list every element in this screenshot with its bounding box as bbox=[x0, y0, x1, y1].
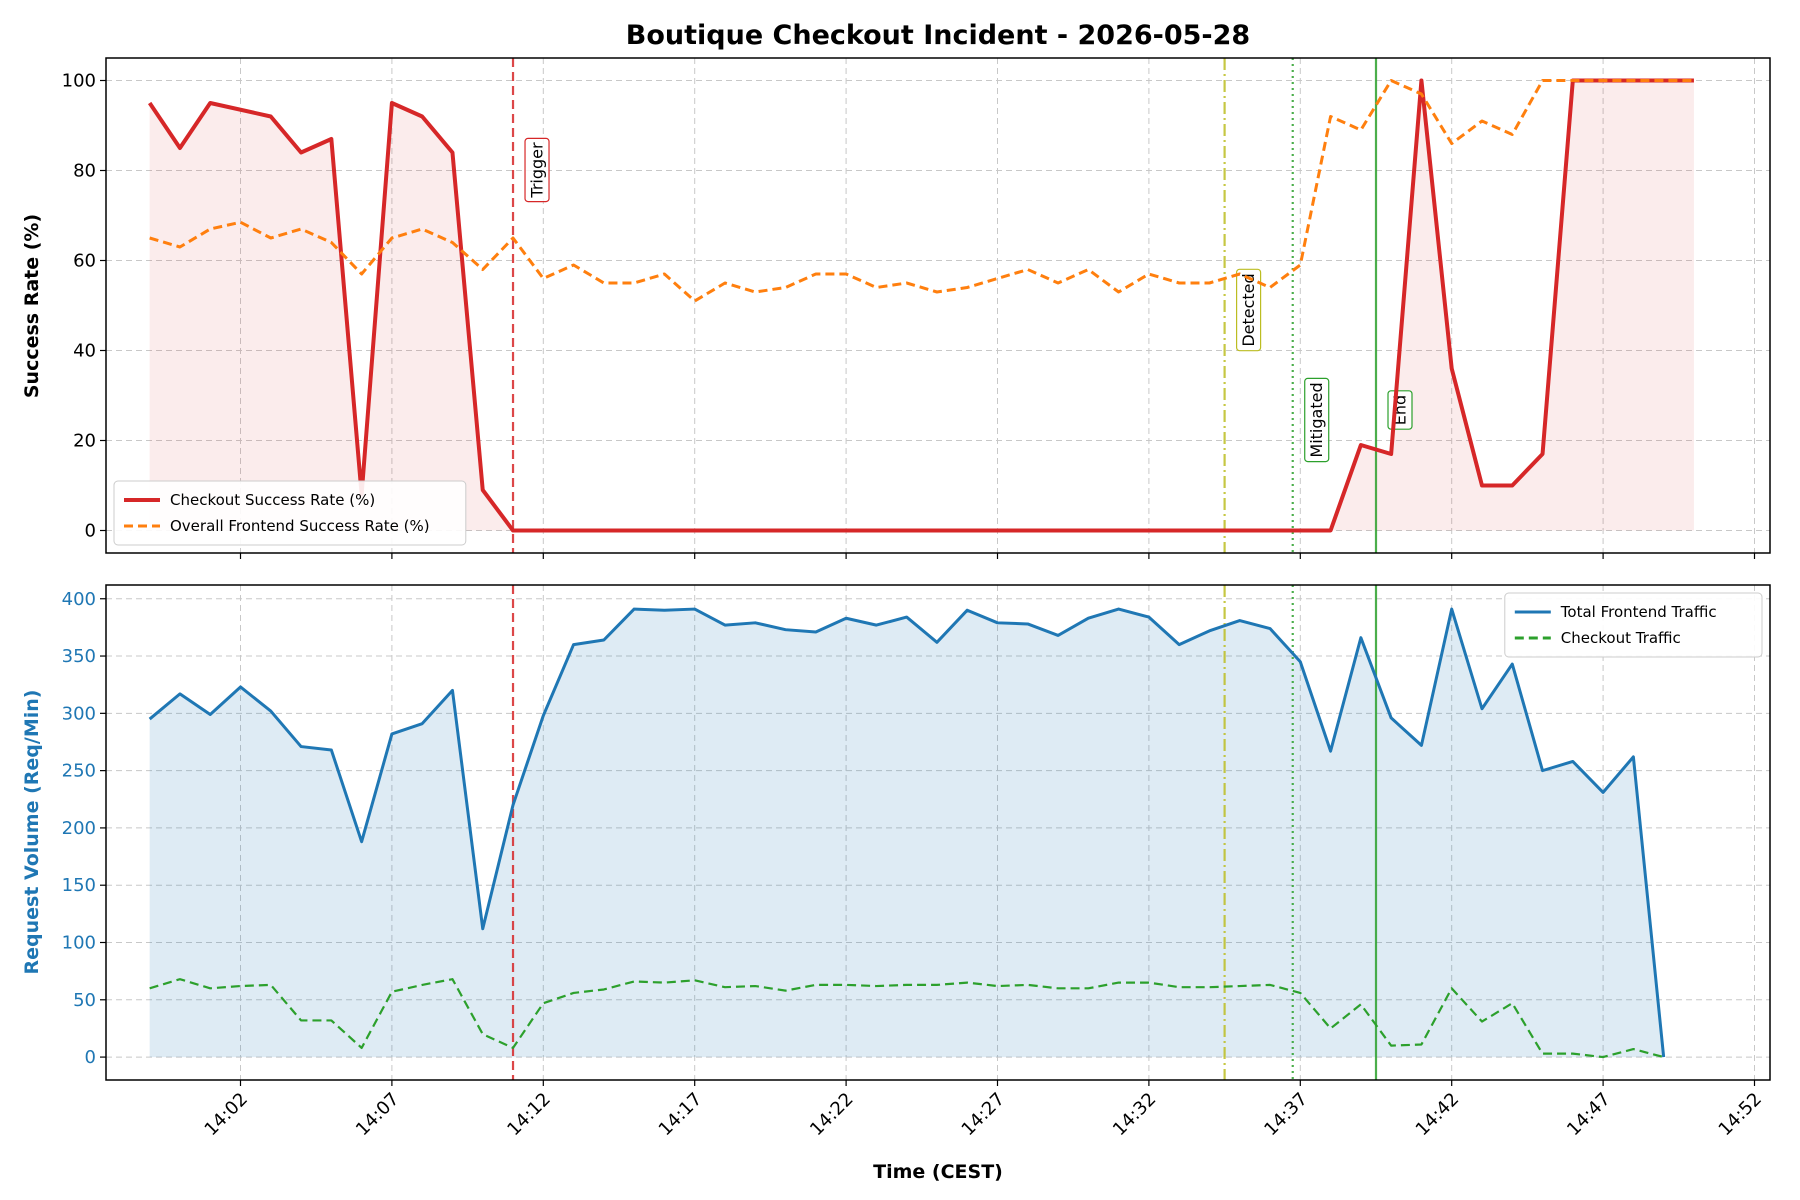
top-markers: Trigger Detected Mitigated End bbox=[511, 58, 1413, 553]
y-tick-label-1: 20 bbox=[73, 431, 96, 452]
y-tick-label-5: 100 bbox=[62, 71, 96, 92]
marker-label-box-0 bbox=[524, 137, 550, 203]
y-tick-label-3: 150 bbox=[62, 875, 96, 896]
bottom-y-ticks: 0 50 100 150 200 250 300 350 400 bbox=[62, 589, 106, 1068]
legend-label-0: Total Frontend Traffic bbox=[1560, 603, 1717, 621]
bottom-markers bbox=[511, 585, 1378, 1080]
top-fill bbox=[149, 80, 1694, 531]
request-volume-panel: 0 50 100 150 200 250 300 350 400 14:02 14:07 14:12… bbox=[21, 584, 1771, 1183]
legend-box bbox=[1504, 592, 1763, 658]
x-tick-label-2: 14:12 bbox=[503, 1089, 555, 1141]
bottom-fill bbox=[149, 609, 1664, 1058]
y-tick-label-5: 250 bbox=[62, 761, 96, 782]
legend-label-0: Checkout Success Rate (%) bbox=[170, 491, 375, 509]
top-lines bbox=[148, 78, 1694, 533]
bot-series-line-0 bbox=[148, 607, 1666, 1058]
top-series-line-0 bbox=[148, 78, 1694, 533]
top-plot-frame bbox=[105, 57, 1771, 554]
x-tick-label-8: 14:42 bbox=[1412, 1089, 1464, 1141]
y-tick-label-0: 0 bbox=[85, 521, 96, 542]
y-tick-label-4: 80 bbox=[73, 161, 96, 182]
top-y-ticks: 0 20 40 60 80 100 bbox=[62, 71, 106, 542]
y-tick-label-0: 0 bbox=[85, 1047, 96, 1068]
x-tick-label-10: 14:52 bbox=[1715, 1089, 1767, 1141]
bottom-legend: Total Frontend Traffic Checkout Traffic bbox=[1504, 592, 1763, 658]
x-tick-label-5: 14:27 bbox=[958, 1089, 1010, 1141]
x-tick-label-4: 14:22 bbox=[806, 1089, 858, 1141]
marker-label-box-1 bbox=[1235, 268, 1262, 352]
x-tick-label-1: 14:07 bbox=[352, 1089, 404, 1141]
marker-label-2: Mitigated bbox=[1307, 382, 1326, 457]
y-tick-label-1: 50 bbox=[73, 990, 96, 1011]
top-area-0 bbox=[149, 80, 1694, 531]
marker-label-box-2 bbox=[1304, 377, 1330, 463]
x-tick-label-6: 14:32 bbox=[1109, 1089, 1161, 1141]
bottom-x-ticks: 14:02 14:07 14:12 14:17 14:22 14:27 14:32 14:37… bbox=[201, 1080, 1767, 1141]
y-tick-label-7: 350 bbox=[62, 646, 96, 667]
marker-label-group-2: Mitigated bbox=[1304, 377, 1330, 463]
y-tick-label-6: 300 bbox=[62, 703, 96, 724]
y-tick-label-8: 400 bbox=[62, 589, 96, 610]
bottom-plot-frame bbox=[105, 584, 1771, 1081]
success-rate-panel: Trigger Detected Mitigated End 0 20 40 60 80 100… bbox=[21, 57, 1771, 559]
x-tick-label-3: 14:17 bbox=[655, 1089, 707, 1141]
bottom-grid bbox=[106, 585, 1770, 1080]
x-tick-label-0: 14:02 bbox=[201, 1089, 253, 1141]
marker-label-group-3: End bbox=[1387, 390, 1413, 430]
marker-label-group-1: Detected bbox=[1235, 268, 1262, 352]
x-axis-label: Time (CEST) bbox=[873, 1161, 1003, 1183]
top-series-line-1 bbox=[149, 79, 1694, 303]
marker-label-group-0: Trigger bbox=[524, 137, 550, 203]
bottom-y-axis-label: Request Volume (Req/Min) bbox=[21, 690, 43, 975]
chart-title: Boutique Checkout Incident - 2026-05-28 bbox=[626, 20, 1250, 51]
bot-series-line-1 bbox=[149, 978, 1664, 1059]
bottom-lines bbox=[148, 607, 1666, 1059]
y-tick-label-4: 200 bbox=[62, 818, 96, 839]
y-tick-label-3: 60 bbox=[73, 251, 96, 272]
y-tick-label-2: 100 bbox=[62, 933, 96, 954]
legend-label-1: Checkout Traffic bbox=[1561, 629, 1681, 647]
y-tick-label-2: 40 bbox=[73, 341, 96, 362]
marker-label-0: Trigger bbox=[528, 142, 547, 199]
legend-box bbox=[113, 480, 467, 546]
x-tick-label-9: 14:47 bbox=[1563, 1089, 1615, 1141]
top-x-tick-marks bbox=[239, 553, 1756, 559]
bot-area-0 bbox=[149, 609, 1664, 1058]
x-tick-label-7: 14:37 bbox=[1260, 1089, 1312, 1141]
top-legend: Checkout Success Rate (%) Overall Fronten… bbox=[113, 480, 467, 546]
top-y-axis-label: Success Rate (%) bbox=[21, 214, 43, 398]
legend-label-1: Overall Frontend Success Rate (%) bbox=[170, 517, 430, 535]
marker-label-1: Detected bbox=[1239, 273, 1258, 346]
